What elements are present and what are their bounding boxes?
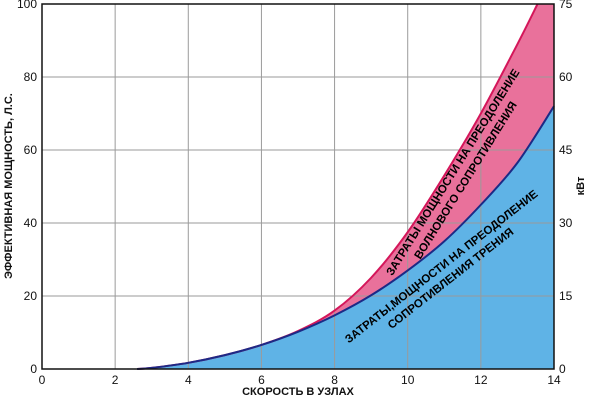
y-right-tick-label: 30 xyxy=(559,216,573,230)
y-left-tick-label: 100 xyxy=(17,0,37,11)
y-right-tick-label: 0 xyxy=(559,362,566,376)
y-right-tick-label: 75 xyxy=(559,0,573,11)
x-tick-label: 6 xyxy=(258,373,265,387)
x-tick-label: 14 xyxy=(547,373,561,387)
y-left-tick-label: 0 xyxy=(30,362,37,376)
y-right-tick-label: 15 xyxy=(559,289,573,303)
x-tick-label: 2 xyxy=(112,373,119,387)
y-left-tick-label: 40 xyxy=(24,216,38,230)
plot-frame xyxy=(41,3,555,370)
x-tick-label: 4 xyxy=(185,373,192,387)
areas xyxy=(137,4,555,369)
y-left-tick-label: 60 xyxy=(24,143,38,157)
x-tick-label: 0 xyxy=(39,373,46,387)
series-lines xyxy=(137,3,555,370)
friction-resistance-area xyxy=(137,106,555,369)
y-axis-title-left: ЭФФЕКТИВНАЯ МОЩНОСТЬ, Л.С. xyxy=(3,93,15,279)
x-axis-title: СКОРОСТЬ В УЗЛАХ xyxy=(242,386,354,398)
x-tick-label: 12 xyxy=(474,373,488,387)
y-left-tick-label: 20 xyxy=(24,289,38,303)
y-right-tick-label: 60 xyxy=(559,70,573,84)
y-axis-title-right: кВт xyxy=(575,176,587,195)
x-tick-label: 10 xyxy=(401,373,415,387)
friction-power-line xyxy=(137,105,555,370)
y-right-tick-label: 45 xyxy=(559,143,573,157)
x-tick-label: 8 xyxy=(331,373,338,387)
y-left-tick-label: 80 xyxy=(24,70,38,84)
